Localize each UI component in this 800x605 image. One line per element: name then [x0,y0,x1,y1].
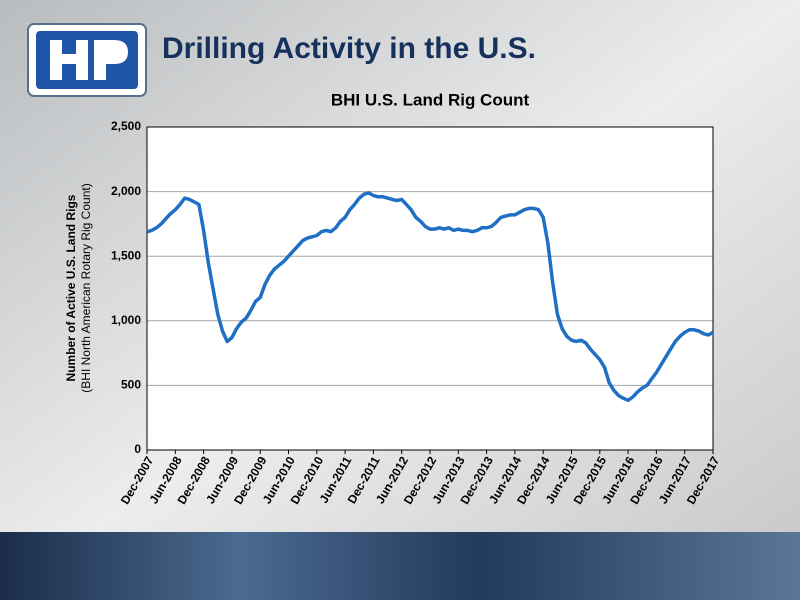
slide-title: Drilling Activity in the U.S. [162,32,536,65]
data-line [146,191,714,403]
y-axis-title: Number of Active U.S. Land Rigs [64,194,78,381]
photo-strip [0,532,800,600]
y-tick-label: 2,500 [111,119,141,133]
y-tick-label: 0 [134,442,141,456]
y-tick-label: 1,500 [111,248,141,262]
logo [27,23,147,97]
y-tick-label: 2,000 [111,184,141,198]
chart-title: BHI U.S. Land Rig Count [331,90,530,109]
y-tick-label: 1,000 [111,313,141,327]
y-axis-subtitle: (BHI North American Rotary Rig Count) [79,183,93,392]
y-tick-label: 500 [121,378,141,392]
